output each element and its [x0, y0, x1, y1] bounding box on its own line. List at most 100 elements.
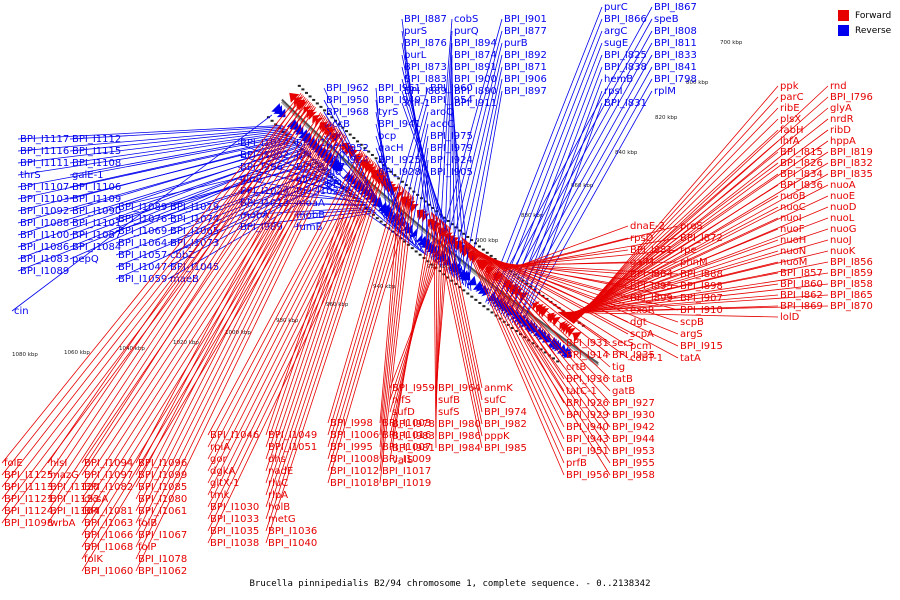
reverse-swatch	[838, 25, 849, 36]
legend-forward-label: Forward	[855, 10, 892, 21]
gene-label: BPI_I979	[430, 143, 473, 154]
gene-label: nuoH	[780, 235, 806, 246]
gene-label: aroQ	[430, 107, 454, 118]
gene-label: cobT-1	[630, 353, 663, 364]
scale-mark	[356, 140, 360, 143]
legend-reverse-label: Reverse	[855, 25, 892, 36]
tick-label: 840 kbp	[615, 150, 638, 156]
gene-label: BPI_I911	[454, 98, 497, 109]
scale-mark	[450, 223, 454, 226]
gene-label: lolD	[780, 312, 800, 323]
scale-mark	[427, 203, 431, 206]
scale-mark	[379, 220, 383, 223]
gene-label: BPI_I1124	[4, 506, 53, 517]
gene-label: BPI_I955	[612, 458, 655, 469]
tick-label: 800 kbp	[686, 80, 709, 86]
label-line	[207, 154, 367, 460]
gene-label: fumB	[296, 222, 323, 233]
label-line	[207, 166, 381, 520]
reverse-gene-arrow	[477, 284, 488, 294]
gene-label: BPI_I1033	[210, 514, 259, 525]
label-line	[482, 254, 611, 356]
gene-label: ihfA	[780, 136, 800, 147]
label-line	[135, 113, 323, 464]
scale-mark	[404, 184, 408, 187]
label-line	[483, 254, 679, 335]
label-line	[1, 100, 310, 500]
label-line	[207, 159, 373, 484]
gene-label: BPI_I1089	[20, 266, 69, 277]
label-line	[69, 126, 284, 140]
label-line	[1, 95, 305, 476]
gene-label: BPI_I927	[612, 398, 655, 409]
scale-mark	[470, 239, 474, 242]
reverse-gene-arrow	[311, 141, 320, 151]
label-line	[434, 18, 503, 262]
gene-label: BPI_I873	[404, 62, 447, 73]
gene-label: sugE	[604, 38, 628, 49]
gene-label: BPI_I884	[630, 269, 673, 280]
scale-mark	[462, 232, 466, 235]
gene-label: BPI_I889	[404, 86, 447, 97]
gene-label: BPI_I872	[680, 233, 723, 244]
gene-label: BPI_I1121	[4, 494, 53, 505]
gene-label: BPI_I1089	[118, 202, 167, 213]
gene-label: BPI_I796	[830, 92, 873, 103]
label-line	[564, 217, 779, 318]
scale-mark	[561, 309, 565, 312]
gene-label: BPI_I1082	[84, 482, 133, 493]
scale-mark	[329, 176, 333, 179]
gene-label: BPI_I1006	[330, 430, 379, 441]
gene-label: hemB	[604, 74, 633, 85]
label-line	[81, 119, 330, 500]
forward-gene-arrow	[289, 92, 300, 103]
label-line	[562, 239, 829, 317]
gene-label: BPI_I1098	[4, 518, 53, 529]
label-line	[237, 166, 358, 196]
gene-label: BPI_I1103	[20, 194, 69, 205]
gene-label: BPI_I901	[504, 14, 547, 25]
gene-label: BPI_I866	[604, 14, 647, 25]
gene-label: serS	[612, 338, 634, 349]
label-line	[265, 165, 379, 508]
gene-label: BPI_I905	[430, 167, 473, 178]
gene-label: tatA	[680, 353, 701, 364]
gene-label: BPI_I860	[780, 279, 823, 290]
scale-mark	[367, 150, 371, 153]
label-line	[562, 250, 779, 316]
tick-label: 820 kbp	[655, 115, 678, 121]
label-line	[494, 30, 603, 310]
gene-label: scpB	[680, 317, 704, 328]
scale-mark	[527, 339, 531, 342]
label-line	[135, 136, 347, 572]
gene-label: rpe	[680, 245, 697, 256]
label-line	[135, 133, 344, 560]
gene-label: BPI_I959	[392, 383, 435, 394]
scale-mark	[493, 258, 497, 261]
gene-label: BPI_I881	[630, 245, 673, 256]
label-line	[135, 128, 339, 536]
scale-mark	[552, 357, 556, 360]
scale-mark	[352, 136, 356, 139]
label-line	[327, 190, 408, 460]
scale-mark	[375, 217, 379, 220]
gene-label: BPI_I1099	[138, 470, 187, 481]
label-line	[482, 253, 629, 347]
label-line	[456, 66, 503, 280]
label-line	[470, 244, 565, 428]
gene-label: BPI_I907	[680, 293, 723, 304]
gene-label: BPI_I1060	[84, 566, 133, 577]
gene-label: BPI_I1040	[268, 538, 317, 549]
gene-label: BPI_I819	[830, 147, 873, 158]
label-line	[558, 311, 779, 318]
label-line	[448, 226, 483, 389]
gene-label: nadE	[268, 466, 293, 477]
gene-label: BPI_I1024	[240, 186, 289, 197]
label-line	[375, 135, 409, 240]
label-line	[561, 261, 779, 316]
label-line	[563, 239, 779, 317]
map-caption: Brucella pinnipedialis B2/94 chromosome …	[249, 579, 651, 589]
scale-mark	[270, 119, 274, 122]
gene-label: BPI_I858	[830, 279, 873, 290]
gene-label: BPI_I904	[326, 179, 369, 190]
